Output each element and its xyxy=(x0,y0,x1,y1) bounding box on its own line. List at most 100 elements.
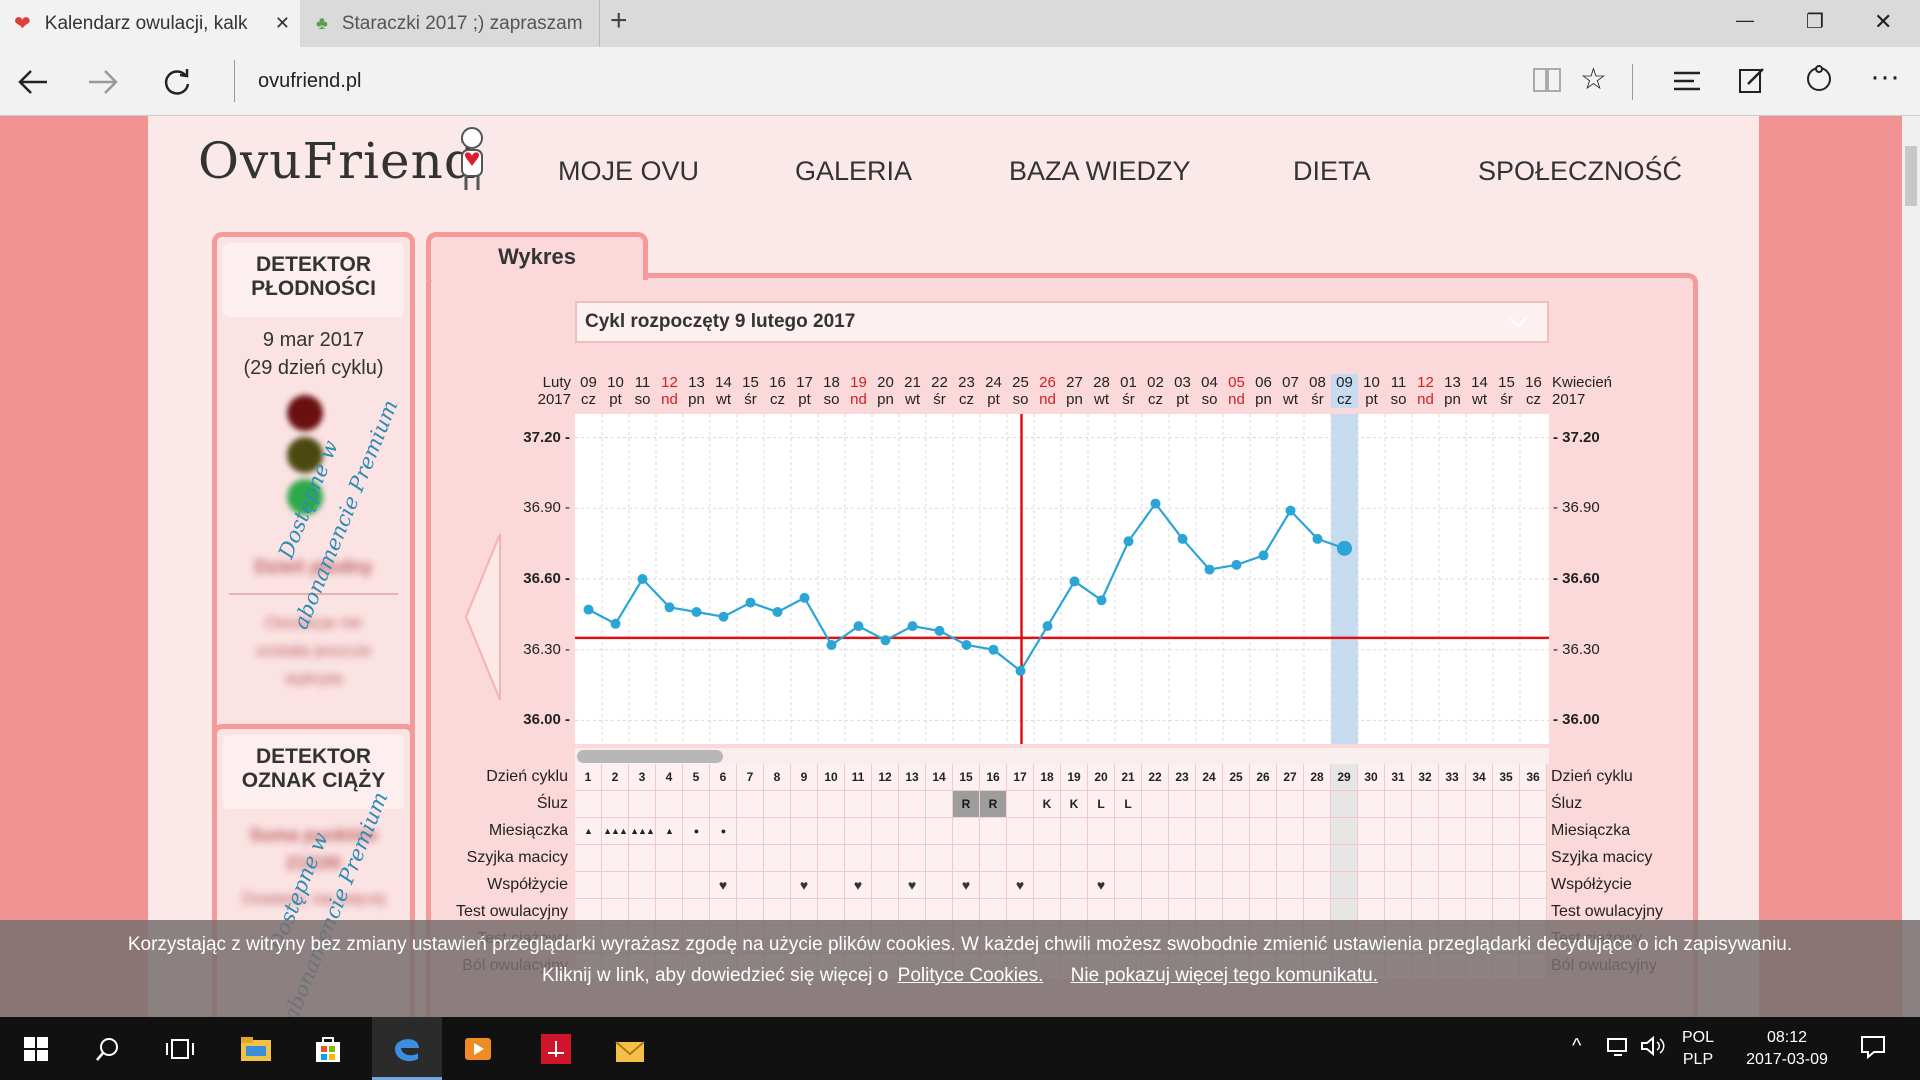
grid-cell[interactable] xyxy=(710,845,737,872)
grid-cell[interactable] xyxy=(656,845,683,872)
heart-icon[interactable]: ♥ xyxy=(710,872,737,899)
grid-cell[interactable] xyxy=(845,791,872,818)
grid-cell[interactable] xyxy=(683,872,710,899)
grid-cell[interactable] xyxy=(1007,818,1034,845)
forward-arrow-icon[interactable] xyxy=(70,47,136,116)
grid-cell[interactable]: ● xyxy=(710,818,737,845)
grid-cell[interactable] xyxy=(1412,818,1439,845)
nav-spolecznosc[interactable]: SPOŁECZNOŚĆ xyxy=(1478,156,1683,186)
grid-cell[interactable] xyxy=(1493,872,1520,899)
grid-cell[interactable] xyxy=(899,818,926,845)
heart-icon[interactable]: ♥ xyxy=(1007,872,1034,899)
grid-cell[interactable] xyxy=(575,872,602,899)
grid-cell[interactable] xyxy=(1466,872,1493,899)
grid-cell[interactable] xyxy=(1277,791,1304,818)
grid-cell[interactable] xyxy=(926,845,953,872)
grid-cell[interactable] xyxy=(1412,845,1439,872)
grid-cell[interactable] xyxy=(1331,818,1358,845)
page-scrollbar[interactable] xyxy=(1902,116,1920,1017)
grid-cell[interactable]: K xyxy=(1061,791,1088,818)
grid-cell[interactable]: L xyxy=(1088,791,1115,818)
grid-cell[interactable] xyxy=(1358,872,1385,899)
grid-cell[interactable] xyxy=(575,845,602,872)
grid-cell[interactable] xyxy=(1061,845,1088,872)
grid-cell[interactable] xyxy=(1223,872,1250,899)
grid-cell[interactable] xyxy=(1520,791,1547,818)
grid-cell[interactable] xyxy=(1493,845,1520,872)
mail-app-icon[interactable] xyxy=(600,1017,660,1080)
grid-cell[interactable] xyxy=(1142,872,1169,899)
grid-cell[interactable] xyxy=(629,791,656,818)
grid-cell[interactable] xyxy=(1034,872,1061,899)
file-explorer-icon[interactable] xyxy=(226,1017,286,1080)
network-icon[interactable] xyxy=(1606,1035,1632,1062)
grid-cell[interactable] xyxy=(1385,818,1412,845)
grid-cell[interactable] xyxy=(1250,872,1277,899)
grid-cell[interactable] xyxy=(1358,845,1385,872)
heart-icon[interactable]: ♥ xyxy=(845,872,872,899)
grid-cell[interactable] xyxy=(1520,845,1547,872)
grid-cell[interactable] xyxy=(1115,872,1142,899)
grid-cell[interactable]: R xyxy=(980,791,1007,818)
grid-cell[interactable] xyxy=(1196,818,1223,845)
grid-cell[interactable] xyxy=(1304,872,1331,899)
grid-cell[interactable] xyxy=(737,845,764,872)
grid-cell[interactable] xyxy=(1412,791,1439,818)
premium-overlay[interactable]: Dostępne w abonamencie Premium xyxy=(273,396,403,633)
show-hidden-icons[interactable]: ^ xyxy=(1572,1035,1582,1057)
previous-arrow[interactable] xyxy=(464,532,504,707)
more-icon[interactable]: ··· xyxy=(1870,60,1900,93)
grid-cell[interactable] xyxy=(845,845,872,872)
grid-cell[interactable]: K xyxy=(1034,791,1061,818)
grid-cell[interactable] xyxy=(1493,818,1520,845)
grid-cell[interactable] xyxy=(1331,791,1358,818)
nav-moje-ovu[interactable]: MOJE OVU xyxy=(558,156,700,186)
grid-cell[interactable] xyxy=(1466,845,1493,872)
grid-cell[interactable] xyxy=(926,818,953,845)
grid-cell[interactable] xyxy=(764,818,791,845)
grid-cell[interactable] xyxy=(845,818,872,845)
reading-view-icon[interactable] xyxy=(1532,66,1562,99)
grid-cell[interactable] xyxy=(1439,791,1466,818)
grid-cell[interactable] xyxy=(872,872,899,899)
grid-cell[interactable] xyxy=(737,818,764,845)
grid-cell[interactable] xyxy=(710,791,737,818)
nav-dieta[interactable]: DIETA xyxy=(1293,156,1371,186)
refresh-icon[interactable] xyxy=(144,47,210,116)
grid-cell[interactable] xyxy=(791,818,818,845)
grid-cell[interactable] xyxy=(602,845,629,872)
grid-cell[interactable] xyxy=(872,845,899,872)
grid-cell[interactable] xyxy=(953,845,980,872)
cookie-policy-link[interactable]: Polityce Cookies. xyxy=(897,965,1044,986)
grid-cell[interactable] xyxy=(1331,845,1358,872)
grid-cell[interactable] xyxy=(1304,818,1331,845)
grid-cell[interactable]: ▲ xyxy=(575,818,602,845)
grid-cell[interactable] xyxy=(1034,818,1061,845)
grid-cell[interactable] xyxy=(1223,845,1250,872)
url-field[interactable]: ovufriend.pl xyxy=(258,70,362,92)
grid-cell[interactable] xyxy=(1169,791,1196,818)
nav-baza-wiedzy[interactable]: BAZA WIEDZY xyxy=(1009,156,1191,186)
grid-cell[interactable] xyxy=(737,791,764,818)
tab-staraczki[interactable]: ♣ Staraczki 2017 ;) zapraszam xyxy=(302,0,600,47)
task-view-icon[interactable] xyxy=(150,1017,210,1080)
grid-cell[interactable] xyxy=(899,845,926,872)
web-note-icon[interactable] xyxy=(1738,66,1766,99)
heart-icon[interactable]: ♥ xyxy=(899,872,926,899)
heart-icon[interactable]: ♥ xyxy=(791,872,818,899)
grid-cell[interactable] xyxy=(818,818,845,845)
volume-icon[interactable] xyxy=(1640,1035,1666,1062)
grid-cell[interactable] xyxy=(1304,791,1331,818)
grid-cell[interactable] xyxy=(872,791,899,818)
grid-cell[interactable] xyxy=(737,872,764,899)
grid-cell[interactable] xyxy=(980,872,1007,899)
video-app-icon[interactable] xyxy=(448,1017,508,1080)
grid-cell[interactable] xyxy=(1358,818,1385,845)
grid-cell[interactable] xyxy=(1412,872,1439,899)
grid-cell[interactable] xyxy=(764,845,791,872)
grid-cell[interactable] xyxy=(1385,872,1412,899)
grid-cell[interactable] xyxy=(872,818,899,845)
grid-cell[interactable] xyxy=(1088,845,1115,872)
grid-cell[interactable]: ▲ xyxy=(656,818,683,845)
tab-wykres[interactable]: Wykres xyxy=(426,232,648,280)
